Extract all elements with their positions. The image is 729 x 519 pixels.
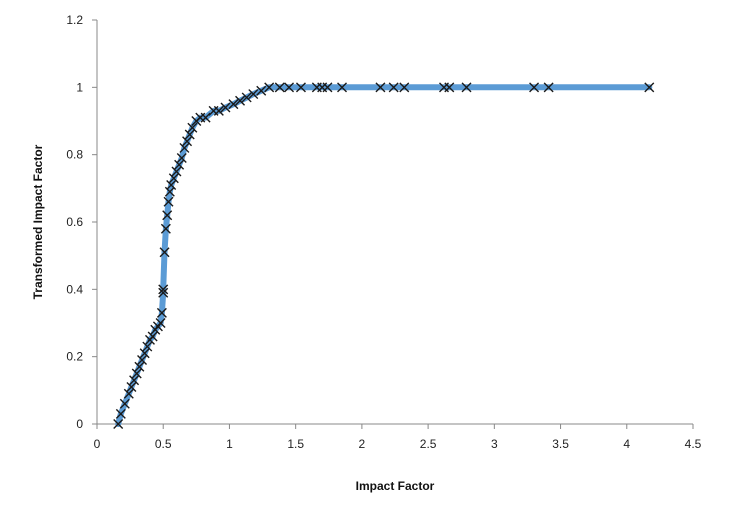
data-point-marker	[113, 419, 124, 429]
marker-group	[113, 82, 655, 429]
data-point-marker	[131, 368, 142, 379]
data-point-marker	[168, 173, 179, 184]
data-point-marker	[187, 122, 198, 133]
data-point-marker	[159, 247, 170, 258]
data-point-marker	[162, 210, 173, 221]
data-point-marker	[184, 129, 195, 140]
y-tick-label: 1.2	[66, 13, 83, 27]
data-point-marker	[200, 112, 211, 123]
data-point-marker	[399, 82, 410, 93]
data-point-marker	[129, 375, 140, 386]
y-tick-label: 0.8	[66, 148, 83, 162]
x-tick-label: 0	[94, 437, 101, 451]
y-tick-label: 0.6	[66, 215, 83, 229]
data-point-marker	[248, 89, 259, 100]
x-tick-label: 4.5	[685, 437, 702, 451]
data-point-marker	[147, 331, 158, 342]
y-tick-label: 0.4	[66, 282, 83, 296]
x-tick-label: 3.5	[552, 437, 569, 451]
data-point-marker	[256, 85, 267, 96]
data-point-marker	[182, 136, 193, 147]
data-point-marker	[179, 142, 190, 153]
y-axis-title: Transformed Impact Factor	[31, 144, 45, 299]
data-point-marker	[139, 348, 150, 359]
data-point-marker	[461, 82, 472, 93]
data-point-marker	[241, 92, 252, 103]
x-tick-label: 1.5	[287, 437, 304, 451]
x-tick-label: 3	[491, 437, 498, 451]
data-point-marker	[126, 381, 137, 392]
data-point-marker	[220, 102, 231, 113]
data-point-marker	[137, 355, 148, 366]
y-tick-label: 0	[76, 417, 83, 431]
data-point-marker	[388, 82, 399, 93]
data-point-marker	[264, 82, 275, 93]
data-point-marker	[284, 82, 295, 93]
data-point-marker	[644, 82, 655, 93]
data-point-marker	[176, 153, 187, 164]
data-point-marker	[337, 82, 348, 93]
data-point-marker	[295, 82, 306, 93]
x-tick-label: 0.5	[155, 437, 172, 451]
x-tick-label: 2.5	[420, 437, 437, 451]
x-axis-title: Impact Factor	[356, 479, 435, 493]
data-point-marker	[543, 82, 554, 93]
data-point-marker	[529, 82, 540, 93]
data-point-marker	[171, 166, 182, 177]
x-tick-label: 4	[623, 437, 630, 451]
data-point-marker	[235, 95, 246, 106]
data-point-marker	[375, 82, 386, 93]
y-tick-group: 0 0.2 0.4 0.6 0.8 1 1.2	[66, 13, 97, 431]
x-tick-label: 1	[226, 437, 233, 451]
data-point-marker	[115, 408, 126, 419]
data-point-marker	[213, 105, 224, 116]
data-point-marker	[123, 388, 134, 399]
data-point-marker	[322, 82, 333, 93]
data-point-marker	[158, 287, 169, 298]
data-point-marker	[228, 99, 239, 110]
data-point-marker	[158, 284, 169, 295]
data-point-marker	[160, 223, 171, 234]
data-point-marker	[444, 82, 455, 93]
data-point-marker	[163, 196, 174, 207]
series-line	[115, 84, 653, 427]
data-point-marker	[166, 179, 177, 190]
x-tick-group: 0 0.5 1 1.5 2 2.5 3 3.5 4 4.5	[94, 424, 702, 451]
x-tick-label: 2	[359, 437, 366, 451]
data-point-marker	[274, 82, 285, 93]
y-tick-label: 0.2	[66, 350, 83, 364]
data-point-marker	[119, 398, 130, 409]
y-tick-label: 1	[76, 80, 83, 94]
data-point-marker	[142, 341, 153, 352]
data-point-marker	[155, 318, 166, 328]
data-point-marker	[156, 307, 167, 318]
data-point-marker	[134, 361, 145, 372]
data-point-marker	[174, 159, 185, 170]
